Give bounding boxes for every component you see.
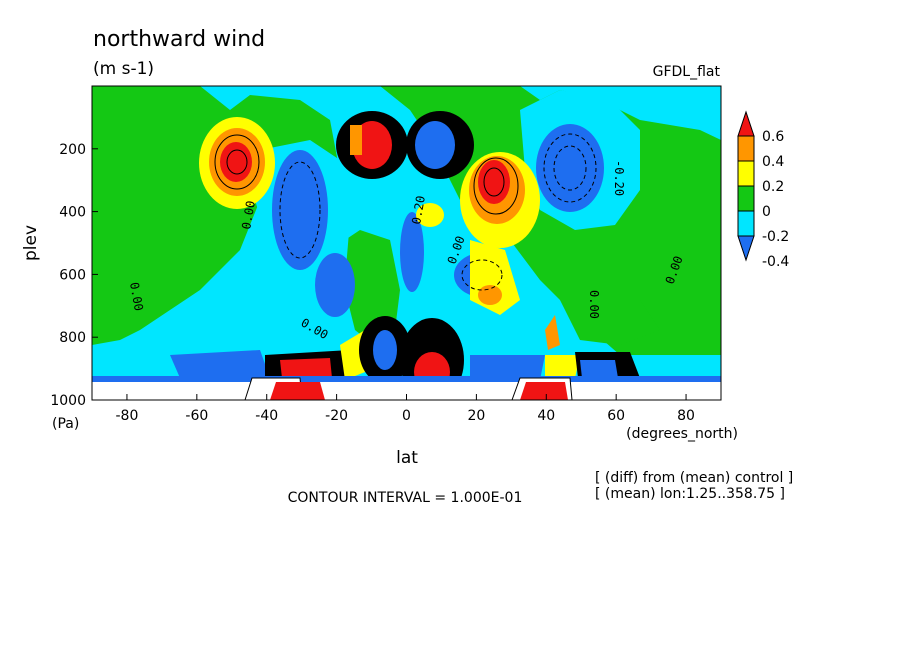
colorbar-label: 0.4 — [762, 154, 784, 170]
diff-note: [ (diff) from (mean) control ] — [595, 470, 793, 486]
colorbar-label: 0 — [762, 204, 771, 220]
colorbar-segment — [737, 160, 755, 187]
positive-core — [478, 285, 502, 305]
negative-core — [400, 212, 424, 292]
contour-label: 0.00 — [587, 290, 601, 319]
x-units: (degrees_north) — [626, 426, 738, 442]
x-tick-label: 60 — [607, 408, 625, 424]
contour-label: 0.00 — [127, 281, 146, 312]
negative-core — [272, 150, 328, 270]
colorbar-extend-max — [737, 110, 755, 137]
y-tick-label: 400 — [59, 205, 86, 221]
x-tick-label: -40 — [255, 408, 278, 424]
x-tick-label: -20 — [325, 408, 348, 424]
positive-contours — [214, 134, 519, 215]
negative-core — [315, 253, 355, 317]
x-tick-label: -80 — [116, 408, 139, 424]
chart-title: northward wind — [93, 27, 265, 52]
y-axis-title: plev — [21, 225, 41, 261]
positive-core — [545, 355, 580, 378]
plot-area: 0.00 0.00 0.00 0.00 0.00 0.00 -0.20 0.20 — [92, 86, 721, 400]
colorbar-label: -0.2 — [762, 229, 789, 245]
negative-core — [170, 350, 270, 378]
positive-core — [478, 160, 510, 204]
y-tick-label: 1000 — [50, 393, 86, 409]
surface-band — [92, 376, 721, 382]
topography — [270, 382, 325, 400]
y-tick-label: 200 — [59, 142, 86, 158]
colorbar-label: -0.4 — [762, 254, 789, 270]
model-name: GFDL_flat — [653, 64, 721, 80]
colorbar-label: 0.6 — [762, 129, 784, 145]
negative-core — [580, 360, 618, 378]
y-axis: 200 400 600 800 1000 — [50, 142, 98, 409]
x-tick-label: 40 — [537, 408, 555, 424]
colorbar-label: 0.2 — [762, 179, 784, 195]
x-tick-label: 20 — [467, 408, 485, 424]
positive-core — [350, 125, 362, 155]
positive-core — [220, 142, 252, 182]
contour-interval: CONTOUR INTERVAL = 1.000E-01 — [288, 490, 523, 506]
topography — [520, 382, 568, 400]
y-units: (Pa) — [52, 416, 79, 432]
x-tick-label: 80 — [677, 408, 695, 424]
contour-label: 0.00 — [239, 200, 258, 231]
x-axis: -80 -60 -40 -20 0 20 40 60 80 — [116, 394, 695, 424]
mean-note: [ (mean) lon:1.25..358.75 ] — [595, 486, 785, 502]
colorbar-extend-min — [737, 235, 755, 262]
colorbar-segment — [737, 210, 755, 237]
colorbar-segment — [737, 135, 755, 162]
negative-core — [373, 330, 397, 370]
colorbar: 0.6 0.4 0.2 0 -0.2 -0.4 — [737, 110, 789, 270]
positive-core — [280, 358, 332, 378]
negative-contours — [279, 133, 597, 291]
chart-units: (m s-1) — [93, 59, 154, 79]
negative-core — [470, 355, 545, 380]
x-tick-label: 0 — [402, 408, 411, 424]
field-region — [560, 280, 660, 345]
y-tick-label: 800 — [59, 330, 86, 346]
y-tick-label: 600 — [59, 267, 86, 283]
contour-label: 0.20 — [409, 195, 428, 226]
colorbar-segment — [737, 185, 755, 212]
positive-core — [545, 315, 560, 350]
negative-core — [415, 121, 455, 169]
contour-label: -0.20 — [612, 160, 626, 196]
x-axis-title: lat — [396, 448, 418, 468]
positive-core — [416, 203, 444, 227]
x-tick-label: -60 — [185, 408, 208, 424]
negative-core — [536, 124, 604, 212]
